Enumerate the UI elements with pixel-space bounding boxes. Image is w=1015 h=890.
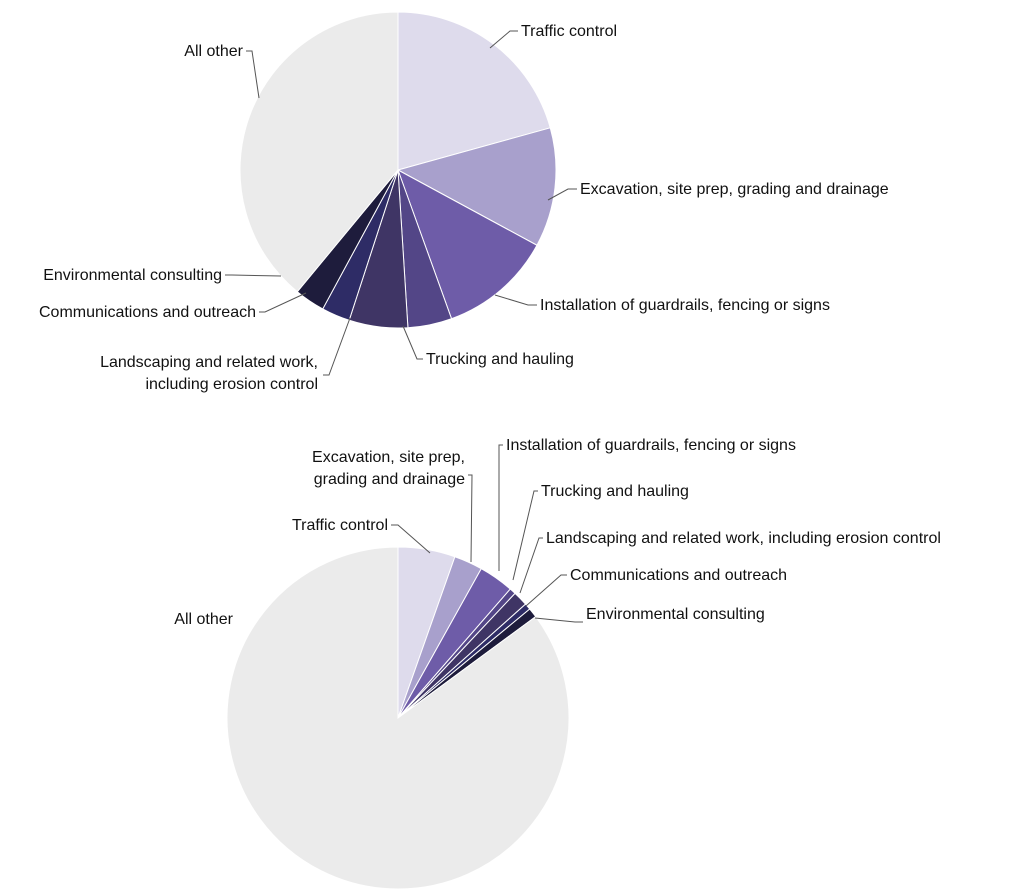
pie-2-label-communications-and-outreach: Communications and outreach — [570, 567, 787, 584]
pie-2-leader-traffic-control — [391, 524, 431, 554]
pie-2-label-landscaping-and-related-work-including-erosion-control: Landscaping and related work, including … — [546, 530, 941, 547]
pie-1-leader-traffic-control — [489, 30, 518, 49]
pie-1-slice-excavation-site-prep-grading-and-drainage — [396, 127, 557, 246]
pie-1-label-excavation-site-prep-grading-and-drainage: Excavation, site prep, grading and drain… — [580, 181, 889, 198]
pie-2-slice-all-other — [226, 546, 570, 890]
pie-chart-1: Traffic control Excavation, site prep, gr… — [39, 11, 889, 393]
pie-1-leader-installation-of-guardrails-fencing-or-signs — [494, 294, 537, 306]
pie-1-slice-all-other — [239, 11, 399, 293]
pie-2-label-excavation-site-prep-grading-and-drainage: Excavation, site prep, grading and draina… — [312, 449, 465, 488]
pie-2-leader-trucking-and-hauling — [512, 490, 538, 581]
pie-2-leader-environmental-consulting — [534, 617, 583, 623]
pie-2-label-environmental-consulting: Environmental consulting — [586, 606, 765, 623]
pie-1-label-traffic-control: Traffic control — [521, 23, 617, 40]
pie-1-slice-installation-of-guardrails-fencing-or-signs — [397, 168, 538, 320]
pie-1-leader-excavation-site-prep-grading-and-drainage — [547, 188, 577, 201]
pie-chart-2: Traffic control Excavation, site prep, gra… — [174, 437, 941, 890]
pie-2-label-installation-of-guardrails-fencing-or-signs: Installation of guardrails, fencing or s… — [506, 437, 796, 454]
pie-1-label-trucking-and-hauling: Trucking and hauling — [426, 351, 574, 368]
pie-2-label-all-other: All other — [174, 611, 233, 628]
pie-1-leader-communications-and-outreach — [259, 292, 307, 313]
pie-2-leader-landscaping-and-related-work-including-erosion-control — [519, 537, 543, 594]
pie-2-leader-installation-of-guardrails-fencing-or-signs — [498, 444, 503, 571]
pie-2-label-traffic-control: Traffic control — [292, 517, 388, 534]
pie-1-leader-trucking-and-hauling — [402, 325, 423, 360]
pie-2-leader-excavation-site-prep-grading-and-drainage — [468, 474, 473, 563]
pie-1-leader-environmental-consulting — [225, 274, 282, 277]
pie-1-label-installation-of-guardrails-fencing-or-signs: Installation of guardrails, fencing or s… — [540, 297, 830, 314]
pie-2-label-trucking-and-hauling: Trucking and hauling — [541, 483, 689, 500]
pie-1-leader-all-other — [246, 50, 260, 99]
pie-1-label-landscaping-and-related-work-including-erosion-control: Landscaping and related work, including e… — [100, 354, 318, 393]
pie-1-label-all-other: All other — [184, 43, 243, 60]
pie-1-label-environmental-consulting: Environmental consulting — [43, 267, 222, 284]
pie-2-leader-communications-and-outreach — [525, 574, 567, 607]
pie-1-leader-landscaping-and-related-work-including-erosion-control — [323, 317, 351, 376]
pie-1-label-communications-and-outreach: Communications and outreach — [39, 304, 256, 321]
